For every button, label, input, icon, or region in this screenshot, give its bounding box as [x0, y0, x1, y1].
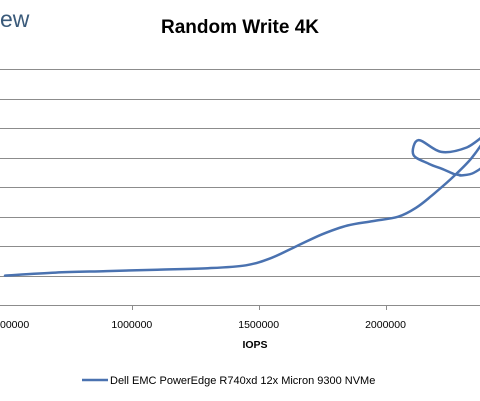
x-tick-label-partial: 00000 — [0, 319, 29, 331]
x-axis-title: IOPS — [242, 339, 267, 351]
brand-logo-text: ew — [0, 6, 30, 32]
legend-label: Dell EMC PowerEdge R740xd 12x Micron 930… — [110, 375, 375, 387]
series-layer — [3, 137, 480, 277]
x-tick-label: 2000000 — [365, 319, 406, 331]
series-line — [3, 137, 480, 277]
chart-title: Random Write 4K — [161, 17, 319, 38]
x-tick-label: 1000000 — [111, 319, 152, 331]
gridlines — [0, 69, 480, 277]
x-tick-marks — [132, 305, 387, 310]
legend: Dell EMC PowerEdge R740xd 12x Micron 930… — [82, 375, 375, 387]
x-tick-labels: 1000000 1500000 2000000 00000 — [0, 319, 406, 331]
x-tick-label: 1500000 — [238, 319, 279, 331]
